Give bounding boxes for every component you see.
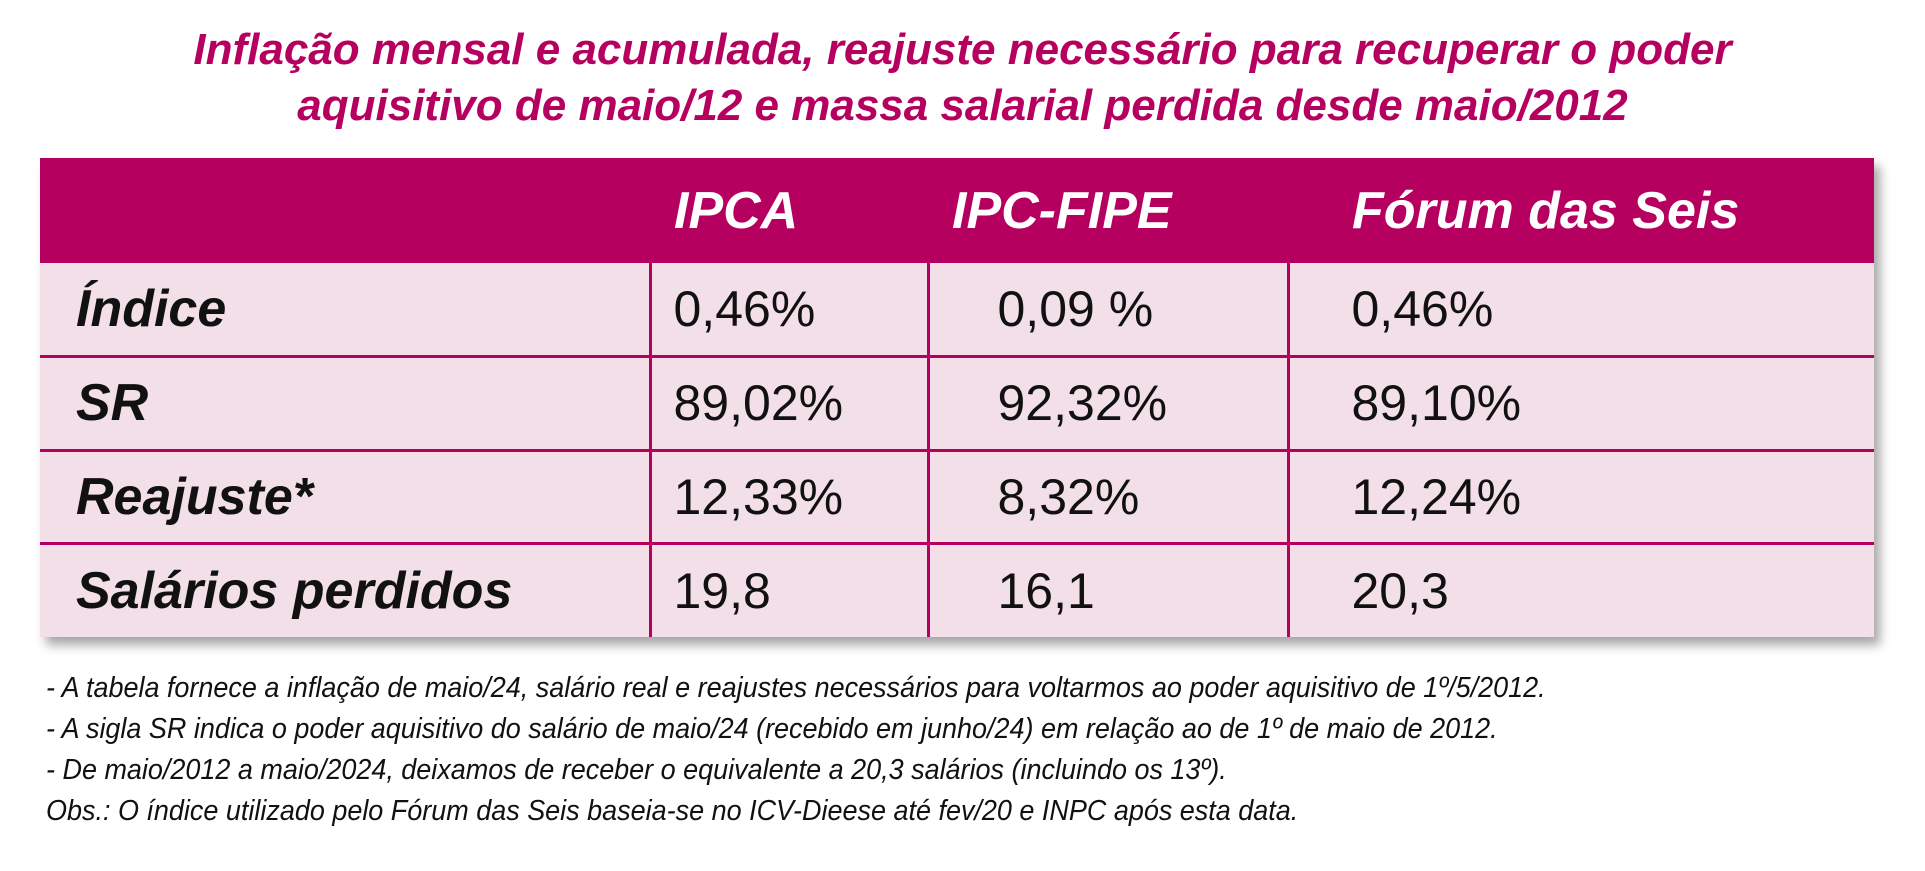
footnote: - De maio/2012 a maio/2024, deixamos de … [46, 754, 1227, 786]
inflation-table: IPCA IPC-FIPE Fórum das Seis Índice 0,46… [40, 158, 1874, 637]
row-label: Salários perdidos [40, 542, 650, 637]
header-ipca: IPCA [674, 181, 799, 240]
table-row-sr: SR 89,02% 92,32% 89,10% [40, 355, 1874, 450]
cell-ipc-fipe: 92,32% [926, 355, 1288, 450]
title-line-2: aquisitivo de maio/12 e massa salarial p… [297, 81, 1628, 130]
cell-ipca: 89,02% [648, 355, 928, 450]
footnote-obs: Obs.: O índice utilizado pelo Fórum das … [46, 795, 1299, 827]
inflation-table-container: IPCA IPC-FIPE Fórum das Seis Índice 0,46… [40, 158, 1874, 637]
cell-ipc-fipe: 16,1 [926, 542, 1288, 637]
cell-forum-das-seis: 89,10% [1286, 355, 1874, 450]
header-forum-das-seis: Fórum das Seis [1352, 181, 1740, 240]
row-label: Índice [76, 280, 227, 338]
footnotes: - A tabela fornece a inflação de maio/24… [46, 668, 1776, 832]
footnote: - A tabela fornece a inflação de maio/24… [46, 672, 1546, 704]
cell-ipca: 12,33% [648, 448, 928, 544]
cell-ipca: 19,8 [648, 542, 928, 637]
cell-forum-das-seis: 0,46% [1286, 263, 1874, 357]
header-ipc-fipe: IPC-FIPE [952, 181, 1172, 240]
cell-ipc-fipe: 0,09 % [926, 263, 1288, 357]
table-row-salarios-perdidos: Salários perdidos 19,8 16,1 20,3 [40, 542, 1874, 637]
table-row-indice: Índice 0,46% 0,09 % 0,46% [40, 263, 1874, 357]
cell-ipca: 0,46% [648, 263, 928, 357]
table-header-row: IPCA IPC-FIPE Fórum das Seis [40, 158, 1874, 263]
header-empty [40, 158, 650, 263]
table-row-reajuste: Reajuste* 12,33% 8,32% 12,24% [40, 448, 1874, 544]
title-line-1: Inflação mensal e acumulada, reajuste ne… [193, 25, 1732, 74]
cell-ipc-fipe: 8,32% [926, 448, 1288, 544]
cell-forum-das-seis: 20,3 [1286, 542, 1874, 637]
row-label: Reajuste* [40, 448, 650, 544]
footnote: - A sigla SR indica o poder aquisitivo d… [46, 713, 1498, 745]
row-label: SR [40, 355, 650, 450]
cell-forum-das-seis: 12,24% [1286, 448, 1874, 544]
page-title: Inflação mensal e acumulada, reajuste ne… [0, 22, 1925, 134]
